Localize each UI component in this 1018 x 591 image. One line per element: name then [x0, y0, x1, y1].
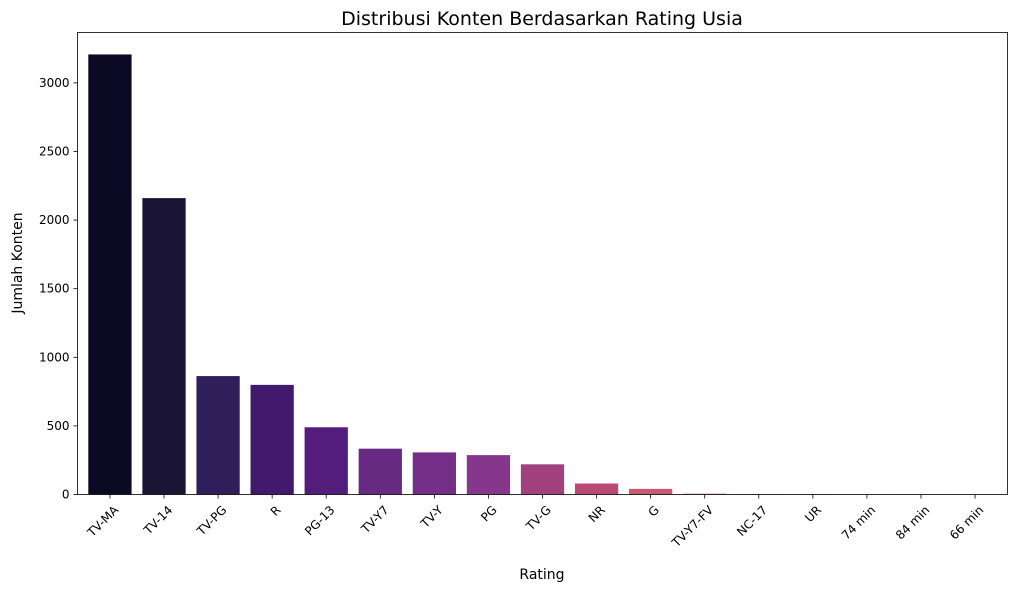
bar-tv-g	[520, 464, 565, 495]
bar-pg-13	[304, 427, 348, 495]
bars-group	[88, 54, 997, 495]
y-tick-label: 3000	[39, 76, 70, 90]
x-tick-label: TV-Y7	[358, 503, 392, 537]
y-tick-label: 500	[47, 419, 70, 433]
x-tick-label: 84 min	[893, 503, 932, 542]
bar-tv-y7-fv	[683, 493, 727, 495]
x-tick-label: G	[645, 503, 661, 519]
bar-tv-y	[412, 452, 456, 495]
y-tick-label: 1000	[39, 350, 70, 364]
bar-tv-y7	[358, 448, 402, 495]
x-tick-label: TV-Y7-FV	[669, 502, 717, 550]
bar-tv-pg	[196, 376, 240, 495]
y-tick-label: 2500	[39, 144, 70, 158]
x-tick-label: TV-G	[523, 503, 554, 534]
y-axis: 0 500 1000 1500 2000 2500 3000	[39, 76, 78, 502]
x-axis-label: Rating	[519, 567, 564, 583]
bar-g	[629, 488, 673, 495]
x-tick-label: TV-PG	[194, 503, 230, 539]
bar-r	[250, 384, 294, 495]
y-tick-label: 1500	[39, 282, 70, 296]
x-tick-label: TV-Y	[417, 502, 446, 531]
bar-pg	[466, 455, 511, 495]
x-tick-label: PG-13	[302, 503, 337, 538]
y-axis-label: Jumlah Konten	[10, 212, 26, 314]
bar-nr	[574, 483, 619, 495]
chart-title: Distribusi Konten Berdasarkan Rating Usi…	[341, 8, 743, 30]
x-tick-label: UR	[802, 503, 824, 525]
x-tick-label: TV-14	[140, 503, 175, 538]
x-tick-label: R	[268, 503, 284, 519]
x-tick-label: TV-MA	[84, 502, 122, 540]
x-tick-label: 66 min	[947, 503, 986, 542]
x-tick-label: PG	[478, 503, 500, 525]
y-tick-label: 0	[62, 488, 70, 502]
plot-frame	[77, 32, 1008, 495]
x-tick-label: NR	[586, 503, 608, 525]
x-axis: TV-MA TV-14 TV-PG R PG-13 TV-Y7 TV-Y PG TV-G NR G T…	[84, 494, 986, 550]
y-tick-label: 2000	[39, 213, 70, 227]
bar-tv-14	[142, 198, 186, 495]
x-tick-label: 74 min	[839, 503, 878, 542]
bar-tv-ma	[88, 54, 132, 495]
x-tick-label: NC-17	[734, 503, 770, 539]
